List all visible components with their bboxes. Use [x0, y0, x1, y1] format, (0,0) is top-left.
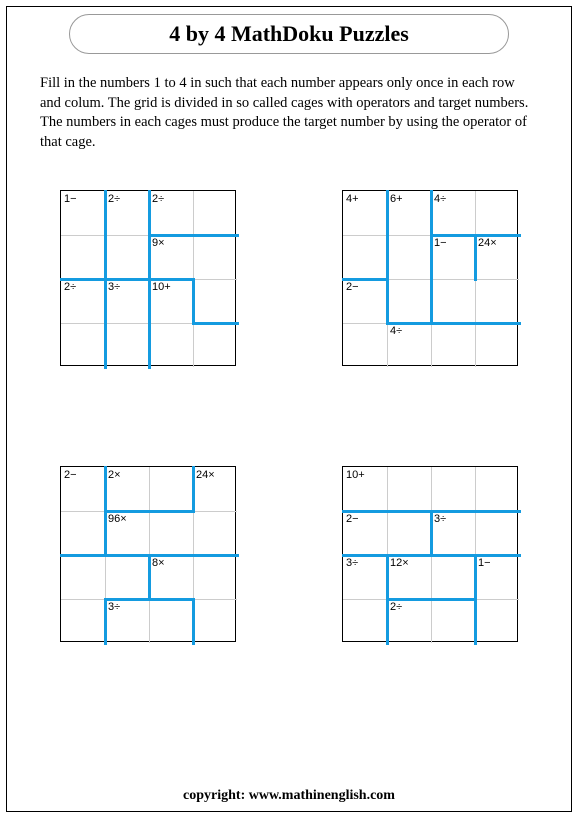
- cage-clue: 3÷: [344, 556, 358, 569]
- cage-clue: 2÷: [150, 192, 164, 205]
- grid-cell: [387, 467, 431, 511]
- grid-cell: [61, 235, 105, 279]
- grid-cell: [105, 555, 149, 599]
- cage-line: [192, 278, 195, 325]
- cage-line: [386, 322, 521, 325]
- grid-cell: [193, 323, 237, 367]
- cage-clue: 2÷: [388, 600, 402, 613]
- cage-clue: 2÷: [62, 280, 76, 293]
- grid-cell: [343, 599, 387, 643]
- grid-cell: [61, 323, 105, 367]
- cage-clue: 96×: [106, 512, 127, 525]
- puzzle-grid-1: 1− 2÷ 2÷ 9× 2÷ 3÷ 10+: [60, 190, 236, 366]
- grid-cell: [149, 511, 193, 555]
- grid-cell: [475, 511, 519, 555]
- grid-cell: [431, 323, 475, 367]
- cage-clue: 12×: [388, 556, 409, 569]
- cage-clue: 8×: [150, 556, 165, 569]
- cage-line: [60, 554, 151, 557]
- cage-clue: 10+: [150, 280, 171, 293]
- cage-clue: 1−: [62, 192, 77, 205]
- grid-cell: [431, 555, 475, 599]
- cage-clue: 4÷: [432, 192, 446, 205]
- cage-clue: 4+: [344, 192, 359, 205]
- grid-cell: [475, 467, 519, 511]
- cage-clue: 3÷: [106, 280, 120, 293]
- puzzle-grid-4: 10+ 2− 3÷ 3÷ 12× 1− 2÷: [342, 466, 518, 642]
- grid-cell: [193, 191, 237, 235]
- cage-clue: 2×: [106, 468, 121, 481]
- grid-cell: [431, 279, 475, 323]
- footer-copyright: copyright: www.mathinenglish.com: [0, 788, 578, 804]
- grid-cell: [105, 235, 149, 279]
- grid-cell: [343, 235, 387, 279]
- page-title-pill: 4 by 4 MathDoku Puzzles: [69, 14, 509, 54]
- cage-line: [386, 190, 389, 325]
- cage-line: [192, 322, 239, 325]
- cage-clue: 2−: [344, 280, 359, 293]
- page-title: 4 by 4 MathDoku Puzzles: [169, 21, 409, 47]
- cage-clue: 2÷: [106, 192, 120, 205]
- grid-cell: [193, 511, 237, 555]
- grid-cell: [475, 279, 519, 323]
- grid-cell: [61, 599, 105, 643]
- cage-clue: 1−: [432, 236, 447, 249]
- grid-cell: [431, 467, 475, 511]
- grid-cell: [343, 323, 387, 367]
- grid-cell: [193, 599, 237, 643]
- cage-clue: 3÷: [432, 512, 446, 525]
- cage-clue: 10+: [344, 468, 365, 481]
- grid-cell: [149, 323, 193, 367]
- cage-clue: 1−: [476, 556, 491, 569]
- grid-cell: [105, 323, 149, 367]
- cage-clue: 24×: [476, 236, 497, 249]
- grid-cell: [475, 191, 519, 235]
- instructions-text: Fill in the numbers 1 to 4 in such that …: [40, 74, 538, 152]
- grid-cell: [475, 599, 519, 643]
- puzzle-grid-2: 4+ 6+ 4÷ 1− 24× 2− 4÷: [342, 190, 518, 366]
- cage-clue: 2−: [344, 512, 359, 525]
- grid-cell: [61, 555, 105, 599]
- cage-clue: 6+: [388, 192, 403, 205]
- puzzles-container: 1− 2÷ 2÷ 9× 2÷ 3÷ 10+ 4+ 6+ 4÷ 1− 24× 2− 4÷ 2− 2× 24× 9…: [60, 190, 518, 642]
- cage-line: [192, 598, 195, 645]
- cage-clue: 3÷: [106, 600, 120, 613]
- grid-cell: [149, 467, 193, 511]
- cage-clue: 24×: [194, 468, 215, 481]
- grid-cell: [193, 235, 237, 279]
- puzzle-grid-3: 2− 2× 24× 96× 8× 3÷: [60, 466, 236, 642]
- grid-cell: [61, 511, 105, 555]
- grid-cell: [431, 599, 475, 643]
- grid-cell: [193, 555, 237, 599]
- grid-cell: [387, 511, 431, 555]
- cage-clue: 4÷: [388, 324, 402, 337]
- grid-cell: [387, 235, 431, 279]
- grid-cell: [149, 599, 193, 643]
- grid-cell: [387, 279, 431, 323]
- grid-cell: [193, 279, 237, 323]
- grid-cell: [475, 323, 519, 367]
- cage-clue: 2−: [62, 468, 77, 481]
- cage-line: [342, 554, 521, 557]
- cage-clue: 9×: [150, 236, 165, 249]
